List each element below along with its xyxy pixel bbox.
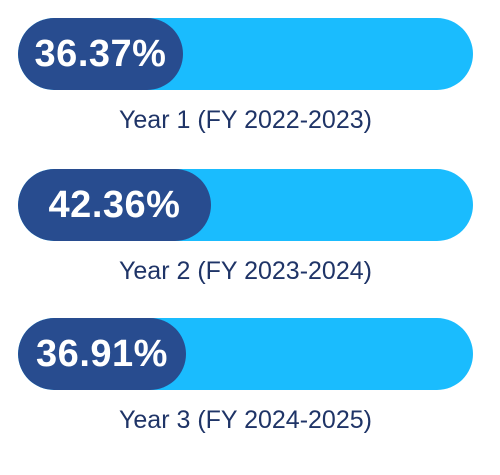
category-label: Year 2 (FY 2023-2024) — [119, 257, 372, 285]
progress-track: 36.37% — [18, 18, 473, 90]
category-label: Year 3 (FY 2024-2025) — [119, 406, 372, 434]
progress-track: 42.36% — [18, 169, 473, 241]
category-label: Year 1 (FY 2022-2023) — [119, 106, 372, 134]
progress-row-year-3: 36.91% Year 3 (FY 2024-2025) — [18, 318, 473, 433]
progress-fill: 42.36% — [18, 169, 211, 241]
progress-fill: 36.37% — [18, 18, 183, 90]
progress-track: 36.91% — [18, 318, 473, 390]
progress-fill: 36.91% — [18, 318, 186, 390]
progress-row-year-1: 36.37% Year 1 (FY 2022-2023) — [18, 18, 473, 133]
value-label: 36.37% — [34, 33, 167, 75]
value-label: 36.91% — [36, 333, 168, 375]
progress-row-year-2: 42.36% Year 2 (FY 2023-2024) — [18, 169, 473, 284]
value-label: 42.36% — [48, 184, 181, 226]
